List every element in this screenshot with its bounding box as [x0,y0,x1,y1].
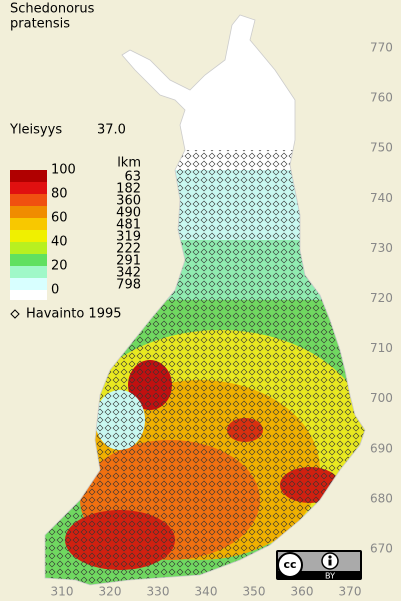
y-tick-label: 670 [370,542,393,556]
legend-count: 342 [116,266,141,281]
observation-label: Havainto 1995 [26,307,122,322]
legend-level: 20 [51,259,68,274]
y-tick-label: 750 [370,141,393,155]
y-tick-label: 760 [370,91,393,105]
legend-count: 798 [116,278,141,293]
observation-marker [10,309,20,319]
legend-title: lkm [117,156,141,171]
by-text: BY [325,572,335,581]
cc-text: cc [283,558,296,571]
legend-level: 100 [51,163,76,178]
legend-count: 182 [116,182,141,197]
y-tick-label: 770 [370,41,393,55]
legend-level: 60 [51,211,68,226]
y-tick-label: 680 [370,491,393,505]
legend-swatch [10,230,47,242]
title: Schedonorus [10,2,95,17]
legend-count: 319 [116,230,141,245]
legend-swatch [10,194,47,206]
legend-swatch [10,218,47,230]
legend-swatch [10,242,47,254]
cc-badge: cc BY [276,550,362,581]
x-tick-label: 310 [51,585,74,599]
frequency-label: Yleisyys [9,123,62,138]
x-tick-label: 350 [243,585,266,599]
y-tick-label: 690 [370,441,393,455]
x-tick-label: 340 [195,585,218,599]
legend-level: 40 [51,235,68,250]
legend-swatch [10,170,47,182]
x-tick-label: 330 [147,585,170,599]
legend-swatch [10,278,47,290]
x-tick-label: 370 [339,585,362,599]
y-tick-label: 700 [370,391,393,405]
legend-swatch [10,290,47,300]
legend-swatch [10,206,47,218]
legend-count: 63 [124,170,141,185]
y-tick-label: 740 [370,191,393,205]
legend-swatch [10,266,47,278]
legend-count: 481 [116,218,141,233]
y-tick-label: 730 [370,241,393,255]
legend-count: 490 [116,206,141,221]
legend-level: 80 [51,187,68,202]
y-tick-label: 720 [370,291,393,305]
frequency-value: 37.0 [97,123,126,138]
legend-swatch [10,254,47,266]
legend-swatch [10,182,47,194]
x-tick-label: 360 [291,585,314,599]
legend-count: 360 [116,194,141,209]
y-tick-label: 710 [370,341,393,355]
legend-count: 291 [116,254,141,269]
title: pratensis [10,17,70,32]
legend-count: 222 [116,242,141,257]
x-tick-label: 320 [99,585,122,599]
legend-level: 0 [51,283,59,298]
